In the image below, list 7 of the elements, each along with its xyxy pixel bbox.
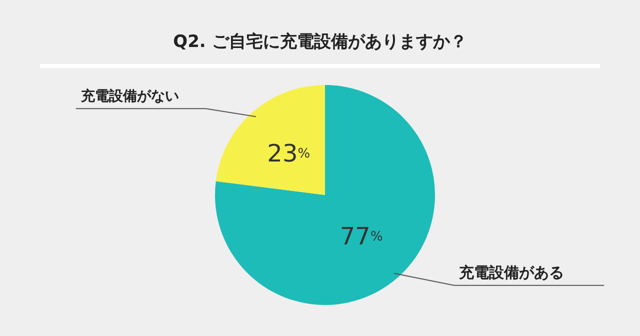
data-label: 77% — [340, 222, 383, 250]
slice-label: 充電設備がある — [458, 263, 564, 282]
pie-slice — [216, 85, 325, 195]
pie-slice — [215, 85, 435, 305]
chart-title: Q2. ご自宅に充電設備がありますか？ — [172, 31, 468, 53]
slice-label: 充電設備がない — [80, 88, 179, 105]
data-label: 23% — [267, 140, 310, 168]
